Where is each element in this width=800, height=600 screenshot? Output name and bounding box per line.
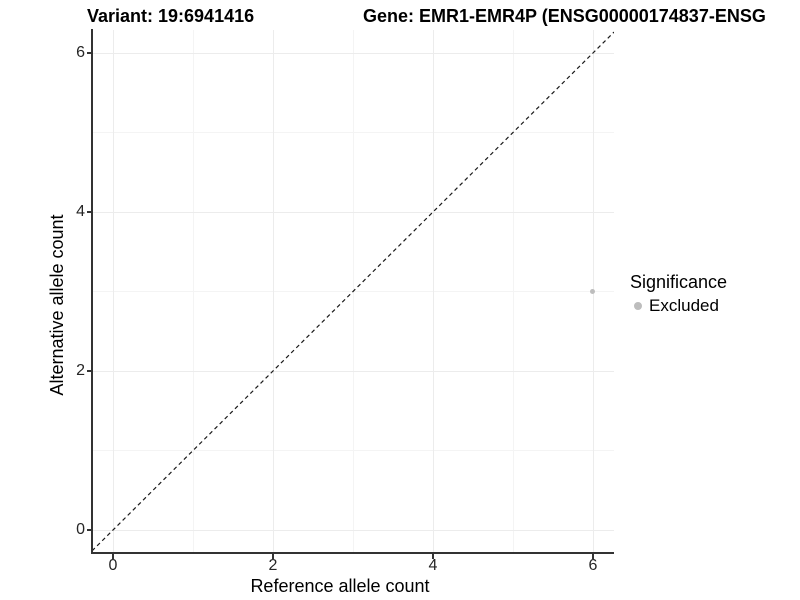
x-axis-title: Reference allele count: [250, 576, 430, 596]
x-tick-6: [592, 554, 594, 559]
variant-title: Variant: 19:6941416: [87, 6, 255, 26]
x-tick-label: 4: [428, 557, 438, 574]
y-tick-4: [87, 211, 92, 213]
gridline-minor-y1: [92, 450, 614, 451]
y-tick-0: [87, 529, 92, 531]
gene-title: Gene: EMR1-EMR4P (ENSG00000174837-ENSG: [363, 6, 766, 26]
legend: Significance Excluded: [630, 272, 800, 316]
x-tick-label: 6: [588, 557, 598, 574]
x-tick-label: 2: [268, 557, 278, 574]
gridline-major-y2: [92, 371, 614, 372]
x-tick-2: [272, 554, 274, 559]
y-tick-label: 2: [76, 362, 85, 379]
plot-panel: [92, 30, 614, 553]
x-axis-line: [91, 552, 614, 554]
gridline-major-y4: [92, 212, 614, 213]
legend-title: Significance: [630, 272, 728, 292]
legend-point-icon: [634, 302, 642, 310]
y-tick-label: 6: [76, 44, 85, 61]
gridline-major-x4: [433, 30, 434, 553]
gridline-major-x0: [113, 30, 114, 553]
gridline-major-y0: [92, 530, 614, 531]
data-point-excluded: [590, 289, 595, 294]
gridline-major-y6: [92, 53, 614, 54]
x-tick-4: [432, 554, 434, 559]
x-tick-label: 0: [108, 557, 118, 574]
y-tick-2: [87, 370, 92, 372]
y-axis-line: [91, 29, 93, 554]
x-tick-0: [112, 554, 114, 559]
legend-entry-excluded: Excluded: [630, 296, 800, 316]
y-tick-6: [87, 52, 92, 54]
y-tick-label: 0: [76, 521, 85, 538]
y-tick-label: 4: [76, 203, 85, 220]
y-axis-title: Alternative allele count: [47, 214, 67, 396]
identity-line: [92, 31, 614, 552]
gridline-minor-y5: [92, 132, 614, 133]
legend-entry-label: Excluded: [649, 296, 719, 315]
gridline-major-x2: [273, 30, 274, 553]
